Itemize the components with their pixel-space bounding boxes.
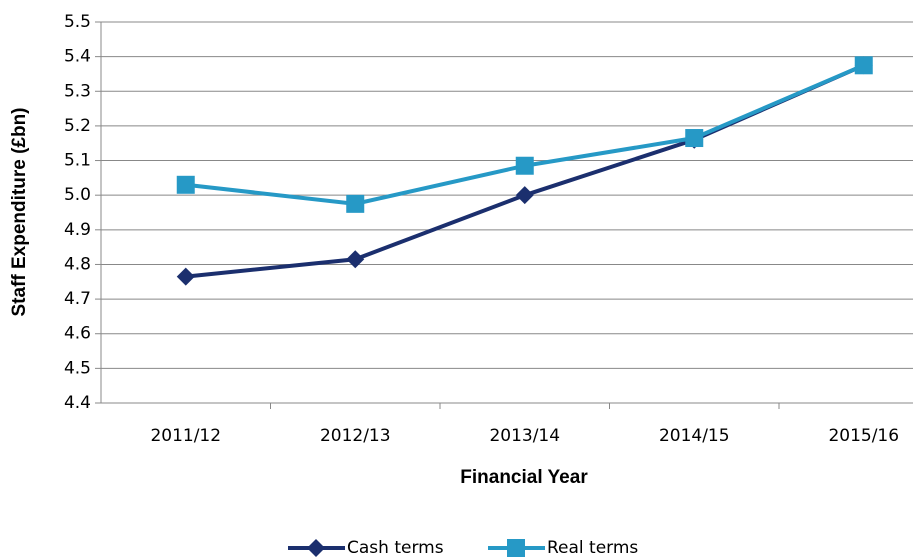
y-tick-label: 4.4	[64, 393, 91, 413]
x-tick-label: 2012/13	[320, 426, 391, 446]
y-tick-label: 4.6	[64, 324, 91, 344]
y-tick-label: 5.3	[64, 81, 91, 101]
legend-label: Cash terms	[347, 538, 444, 558]
data-point	[346, 250, 365, 269]
y-tick-label: 5.5	[64, 12, 91, 32]
data-point	[176, 175, 195, 194]
data-point	[685, 129, 704, 148]
data-point	[854, 56, 873, 75]
data-point	[515, 156, 534, 175]
y-tick-label: 4.9	[64, 220, 91, 240]
y-axis-title: Staff Expenditure (£bn)	[9, 107, 30, 316]
y-tick-label: 5.4	[64, 47, 91, 67]
legend-marker	[307, 539, 325, 557]
y-tick-label: 4.7	[64, 289, 91, 309]
legend-label: Real terms	[547, 538, 638, 558]
y-tick-label: 5.0	[64, 185, 91, 205]
y-tick-label: 5.1	[64, 151, 91, 171]
x-tick-label: 2015/16	[828, 426, 899, 446]
y-tick-label: 4.5	[64, 358, 91, 378]
x-axis-title: Financial Year	[460, 467, 588, 488]
legend-marker	[507, 539, 525, 557]
data-point	[515, 186, 534, 205]
x-tick-label: 2013/14	[489, 426, 560, 446]
data-point	[346, 194, 365, 213]
x-tick-label: 2011/12	[150, 426, 221, 446]
y-tick-label: 5.2	[64, 116, 91, 136]
y-tick-label: 4.8	[64, 254, 91, 274]
series-line	[185, 63, 865, 206]
data-point	[176, 267, 195, 286]
x-tick-label: 2014/15	[659, 426, 730, 446]
